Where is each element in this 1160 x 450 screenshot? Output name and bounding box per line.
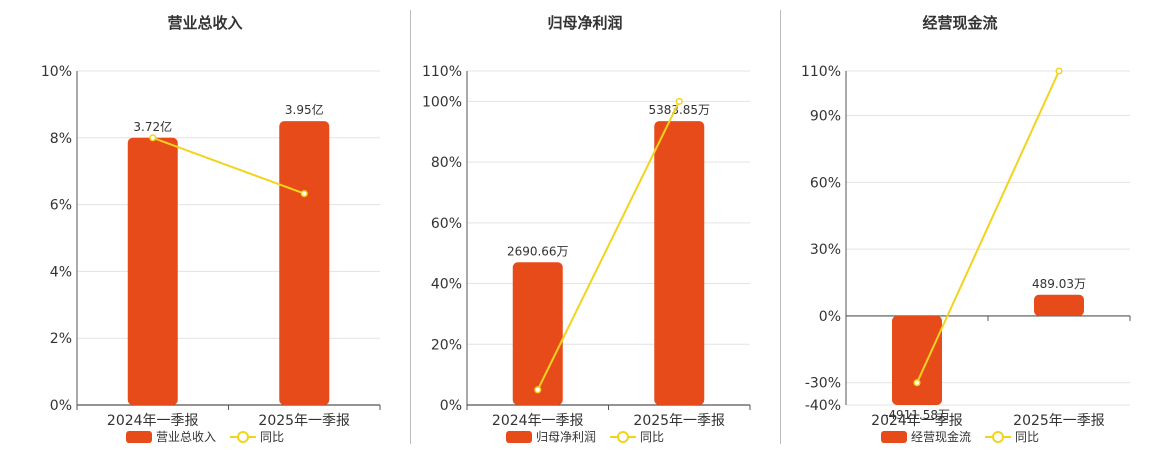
y-tick-label: 20% (431, 337, 462, 353)
legend-item-bar[interactable]: 营业总收入 (125, 428, 216, 445)
yoy-point[interactable] (300, 190, 308, 198)
legend-label: 同比 (640, 430, 665, 444)
yoy-point[interactable] (675, 97, 683, 105)
y-tick-label: 30% (810, 242, 841, 258)
x-tick-label: 2024年一季报 (107, 413, 199, 429)
net-profit-chart: 0% 20% 40% 60% 80% 100% 110% 2690.66万 5383.85万 20… (422, 64, 751, 429)
legend-bar-swatch (125, 430, 152, 443)
y-tick-label: -40% (805, 398, 841, 414)
chart-title: 归母净利润 (547, 14, 623, 32)
bar-value-label: 2690.66万 (507, 244, 569, 258)
bar[interactable] (892, 315, 942, 405)
bar[interactable] (279, 121, 330, 405)
y-tick-label: 8% (50, 131, 72, 147)
y-tick-label: 60% (810, 175, 841, 191)
y-tick-label: 0% (819, 309, 841, 325)
y-tick-label: 80% (431, 155, 462, 171)
legend: 归母净利润 同比 (390, 428, 780, 445)
x-tick-label: 2025年一季报 (633, 413, 725, 429)
bar[interactable] (127, 137, 178, 406)
legend-label: 同比 (260, 430, 285, 444)
legend-item-bar[interactable]: 经营现金流 (880, 428, 971, 445)
y-tick-label: 6% (50, 198, 72, 214)
bar-value-label: 489.03万 (1032, 277, 1086, 291)
y-tick-label: 2% (50, 331, 72, 347)
cash-flow-chart: -40% -30% 0% 30% 60% 90% 110% -4911.58万 489.03万 2… (801, 64, 1131, 429)
y-tick-label: 0% (440, 398, 462, 414)
legend-item-line[interactable]: 同比 (610, 428, 664, 445)
bar-value-label: 3.95亿 (285, 102, 324, 117)
y-tick-label: 4% (50, 264, 72, 280)
y-tick-label: -30% (805, 376, 841, 392)
legend-bar-swatch (505, 430, 532, 443)
legend-label: 营业总收入 (155, 430, 216, 444)
revenue-chart: 0% 2% 4% 6% 8% 10% 3.72亿 3.95亿 2024年一季报 2025年一季报 (41, 64, 381, 429)
y-tick-label: 40% (431, 277, 462, 293)
yoy-line (152, 136, 305, 195)
legend-item-line[interactable]: 同比 (230, 428, 284, 445)
panel-divider (410, 10, 411, 444)
y-tick-label: 0% (50, 398, 72, 414)
bar-value-label: 5383.85万 (648, 103, 710, 117)
bar-value-label: 3.72亿 (133, 119, 172, 134)
bar-value-label: -4911.58万 (884, 408, 950, 422)
y-tick-label: 10% (41, 64, 72, 80)
legend-line-swatch (230, 430, 256, 443)
legend-label: 归母净利润 (535, 430, 596, 444)
chart-panel-revenue: 营业总收入 0% 2% 4% 6% 8% 10% 3.72亿 3.95亿 2024年一季报 202… (0, 0, 410, 450)
yoy-point[interactable] (534, 386, 542, 394)
chart-title: 经营现金流 (922, 14, 998, 32)
x-tick-label: 2024年一季报 (871, 413, 963, 429)
y-tick-label: 60% (431, 216, 462, 232)
x-tick-label: 2024年一季报 (492, 413, 584, 429)
panel-divider (780, 10, 781, 444)
legend-item-bar[interactable]: 归母净利润 (505, 428, 596, 445)
legend-line-swatch (985, 430, 1011, 443)
y-tick-label: 110% (801, 64, 841, 80)
chart-panel-cash-flow: 经营现金流 -40% -30% 0% 30% 60% 90% 110% -4911.58万 48… (760, 0, 1160, 450)
bar[interactable] (654, 121, 705, 405)
chart-panel-net-profit: 归母净利润 0% 20% 40% 60% 80% 100% 110% 2690.66万 5383… (390, 0, 780, 450)
legend: 经营现金流 同比 (760, 428, 1160, 445)
y-tick-label: 110% (422, 64, 462, 80)
yoy-line (916, 70, 1060, 384)
legend-line-swatch (610, 430, 636, 443)
yoy-point[interactable] (1055, 67, 1063, 75)
legend-item-line[interactable]: 同比 (985, 428, 1039, 445)
legend-bar-swatch (880, 430, 907, 443)
yoy-point[interactable] (149, 134, 157, 142)
legend: 营业总收入 同比 (0, 428, 410, 445)
chart-title: 营业总收入 (167, 14, 243, 32)
bar[interactable] (512, 262, 563, 405)
x-tick-label: 2025年一季报 (258, 413, 350, 429)
legend-label: 同比 (1015, 430, 1040, 444)
y-tick-label: 90% (810, 109, 841, 125)
x-tick-label: 2025年一季报 (1013, 413, 1105, 429)
yoy-line (536, 100, 681, 391)
yoy-point[interactable] (913, 379, 921, 387)
bar[interactable] (1034, 294, 1084, 316)
y-tick-label: 100% (422, 94, 462, 110)
legend-label: 经营现金流 (910, 430, 971, 444)
